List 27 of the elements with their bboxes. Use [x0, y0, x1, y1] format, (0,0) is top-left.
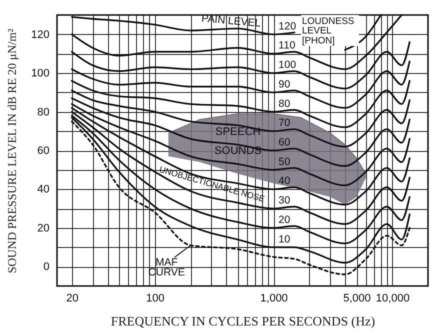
x-tick-label: 20 [66, 292, 78, 304]
annotation: LOUDNESS LEVEL [PHON] [302, 16, 354, 46]
series-label: 90 [278, 78, 290, 90]
series-label: 40 [278, 175, 290, 188]
x-tick-label: 5,000 [343, 292, 371, 304]
x-tick-label: 100 [146, 292, 164, 304]
series-label: 80 [278, 98, 290, 110]
series-label: 110 [278, 40, 296, 52]
series-label: 70 [278, 117, 290, 130]
series-label: 10 [278, 233, 290, 246]
y-tick-label: 0 [43, 261, 50, 274]
y-tick-label: 40 [37, 184, 50, 196]
series-label: 100 [278, 59, 296, 72]
y-tick-label: 120 [31, 28, 50, 41]
x-axis-title: FREQUENCY IN CYCLES PER SECONDS (Hz) [110, 314, 376, 328]
y-tick-label: 80 [37, 106, 50, 118]
series-label: 120 [278, 20, 296, 32]
series-label: 30 [278, 194, 290, 207]
series-label: 20 [278, 214, 290, 226]
x-tick-label: 10,000 [376, 292, 410, 304]
series-label: 60 [278, 136, 290, 148]
y-tick-label: 60 [37, 145, 50, 157]
series-label: 50 [278, 156, 290, 168]
y-tick-label: 20 [37, 222, 50, 234]
y-tick-label: 100 [31, 68, 50, 80]
x-tick-label: 1,000 [260, 292, 288, 304]
y-axis-title: SOUND PRESSURE LEVEL IN dB RE 20 μN/m² [5, 28, 20, 274]
